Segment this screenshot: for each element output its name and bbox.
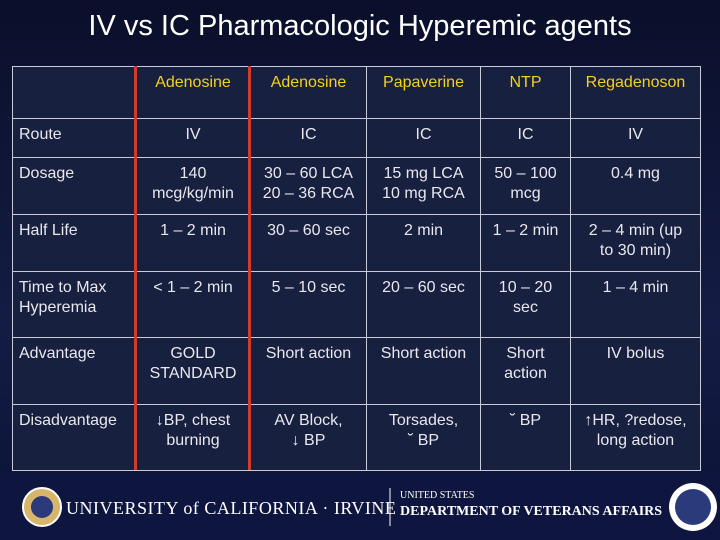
table-cell: 30 – 60 LCA 20 – 36 RCA	[250, 157, 367, 215]
row-header: Disadvantage	[12, 404, 136, 471]
table-cell: 140 mcg/kg/min	[135, 157, 251, 215]
table-cell: GOLD STANDARD	[135, 337, 251, 405]
table-cell: 15 mg LCA 10 mg RCA	[366, 157, 481, 215]
table-cell: 2 min	[366, 214, 481, 272]
table-row: Half Life 1 – 2 min 30 – 60 sec 2 min 1 – 2 …	[12, 214, 701, 272]
row-header: Time to Max Hyperemia	[12, 271, 136, 338]
table-cell: IV bolus	[570, 337, 701, 405]
row-header: Half Life	[12, 214, 136, 272]
table-cell: 20 – 60 sec	[366, 271, 481, 338]
table-cell: Adenosine	[135, 66, 251, 119]
uc-name: UNIVERSITY of CALIFORNIA · IRVINE	[66, 498, 397, 518]
divider	[248, 66, 251, 470]
row-header: Advantage	[12, 337, 136, 405]
table-row: Dosage 140 mcg/kg/min 30 – 60 LCA 20 – 36 …	[12, 157, 701, 215]
table-cell: 1 – 2 min	[135, 214, 251, 272]
table-cell: IC	[366, 118, 481, 158]
va-name: DEPARTMENT OF VETERANS AFFAIRS	[400, 504, 663, 519]
table-cell: Torsades, ˘ BP	[366, 404, 481, 471]
table-cell: < 1 – 2 min	[135, 271, 251, 338]
row-header: Route	[12, 118, 136, 158]
table-cell: AV Block, ↓ BP	[250, 404, 367, 471]
table-cell: IV	[135, 118, 251, 158]
table-cell: IC	[480, 118, 571, 158]
table-row: Disadvantage ↓BP, chest burning AV Block, …	[12, 404, 701, 471]
table-cell: Short action	[480, 337, 571, 405]
table-cell: ↑HR, ?redose, long action	[570, 404, 701, 471]
uc-seal-inner	[31, 496, 53, 518]
table-cell: Regadenoson	[570, 66, 701, 119]
divider	[134, 66, 137, 470]
logos	[22, 483, 717, 531]
table-cell: 10 – 20 sec	[480, 271, 571, 338]
table-cell: NTP	[480, 66, 571, 119]
slide-title: IV vs IC Pharmacologic Hyperemic agents	[88, 10, 632, 42]
table-row: Adenosine Adenosine Papaverine NTP Regadenos…	[12, 66, 701, 119]
table-cell: 30 – 60 sec	[250, 214, 367, 272]
table-row: Time to Max Hyperemia < 1 – 2 min 5 – 10 s…	[12, 271, 701, 338]
row-header	[12, 66, 136, 119]
table-row: Route IV IC IC IC IV	[12, 118, 701, 158]
table-cell: Short action	[366, 337, 481, 405]
table-cell: Short action	[250, 337, 367, 405]
table-cell: IV	[570, 118, 701, 158]
table-cell: ˘ BP	[480, 404, 571, 471]
table-cell: 0.4 mg	[570, 157, 701, 215]
va-small: UNITED STATES	[400, 490, 475, 501]
table-cell: 1 – 4 min	[570, 271, 701, 338]
table-cell: 2 – 4 min (up to 30 min)	[570, 214, 701, 272]
footer: UNIVERSITY of CALIFORNIA · IRVINE UNITED…	[0, 474, 720, 540]
table-cell: Adenosine	[250, 66, 367, 119]
table-cell: ↓BP, chest burning	[135, 404, 251, 471]
table-cell: 5 – 10 sec	[250, 271, 367, 338]
va-seal-inner	[675, 489, 711, 525]
table-row: Advantage GOLD STANDARD Short action Short …	[12, 337, 701, 405]
table-cell: 1 – 2 min	[480, 214, 571, 272]
table-cell: Papaverine	[366, 66, 481, 119]
table-cell: IC	[250, 118, 367, 158]
table-cell: 50 – 100 mcg	[480, 157, 571, 215]
comparison-table: Adenosine Adenosine Papaverine NTP Regadenos…	[12, 66, 701, 471]
row-header: Dosage	[12, 157, 136, 215]
